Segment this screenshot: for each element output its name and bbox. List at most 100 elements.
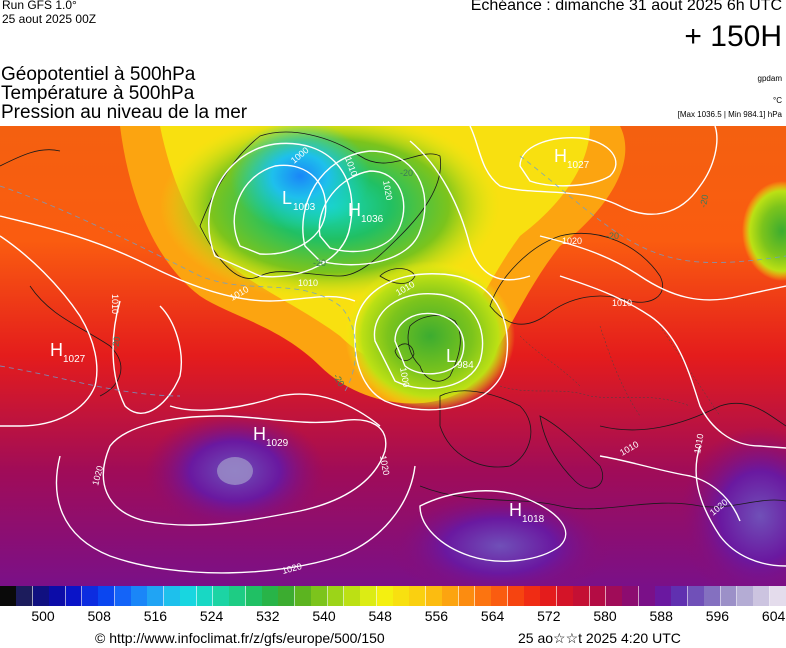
color-scale-swatch [65, 586, 83, 606]
isobar-label: 1010 [612, 298, 632, 308]
color-scale-swatch [32, 586, 50, 606]
temperature-label: -20 [606, 231, 619, 241]
color-scale-swatch [278, 586, 296, 606]
high-center-1027-west: H 1027 [50, 340, 86, 365]
color-scale-swatch [655, 586, 672, 606]
color-scale-swatch [262, 586, 279, 606]
color-scale-swatch [360, 586, 378, 606]
color-scale-swatch [556, 586, 574, 606]
isobar-label: 1020 [562, 236, 582, 246]
isobar-label: 1010 [110, 294, 120, 314]
pressure-range: [Max 1036.5 | Min 984.1] hPa [677, 110, 782, 119]
color-scale-tick: 532 [256, 608, 280, 624]
isobar-label: 1010 [298, 278, 318, 288]
cold-pool-east [742, 181, 786, 281]
weather-map: L 1003 H 1036 H 1027 H 1027 L 984 H 1029 [0, 126, 786, 586]
color-scale-swatch [589, 586, 607, 606]
color-scale-swatch [131, 586, 148, 606]
svg-text:1003: 1003 [293, 202, 316, 213]
color-scale-swatch [622, 586, 640, 606]
high-center-1036: H 1036 [348, 200, 384, 225]
low-center-1003: L 1003 [282, 188, 316, 213]
svg-text:1027: 1027 [63, 354, 86, 365]
svg-text:1029: 1029 [266, 438, 289, 449]
high-center-1029: H 1029 [253, 424, 289, 449]
color-scale-tick: 500 [31, 608, 55, 624]
color-scale-swatch [687, 586, 705, 606]
color-scale-swatch [114, 586, 132, 606]
color-scale-labels: 500 508 516 524 532 540 548 556 564 572 580 588 596 6… [0, 608, 786, 628]
color-scale-swatch [524, 586, 541, 606]
pressure-centers: L 1003 H 1036 H 1027 H 1027 L 984 H 1029 [50, 146, 590, 525]
color-scale-swatch [81, 586, 99, 606]
color-scale-swatch [327, 586, 345, 606]
color-scale-swatch [474, 586, 492, 606]
color-scale-tick: 604 [761, 608, 786, 624]
color-scale-swatch [425, 586, 443, 606]
color-scale-swatch [393, 586, 410, 606]
map-canvas: L 1003 H 1036 H 1027 H 1027 L 984 H 1029 [0, 126, 786, 586]
low-center-984: L 984 [446, 346, 474, 371]
warm-pool-east [680, 426, 786, 586]
color-scale-tick: 588 [649, 608, 673, 624]
unit-geopotential: gpdam [757, 74, 782, 83]
color-scale-swatch [769, 586, 786, 606]
svg-text:1027: 1027 [567, 160, 590, 171]
color-scale-tick: 516 [143, 608, 168, 624]
title-geopotential: Géopotentiel à 500hPa [1, 64, 196, 85]
color-scale-tick: 548 [368, 608, 392, 624]
unit-temperature: °C [773, 96, 782, 105]
color-scale-swatch [343, 586, 361, 606]
isobars [0, 126, 786, 574]
color-scale-swatch [753, 586, 771, 606]
color-scale-tick: 572 [537, 608, 561, 624]
color-scale-swatch [311, 586, 328, 606]
color-scale-swatch [491, 586, 509, 606]
color-scale-swatch [147, 586, 165, 606]
color-scale-tick: 508 [87, 608, 111, 624]
svg-text:984: 984 [457, 360, 474, 371]
color-scale-swatch [245, 586, 263, 606]
color-scale-swatch [507, 586, 525, 606]
color-scale-swatch [458, 586, 476, 606]
color-scale-swatch [212, 586, 230, 606]
color-scale-swatch [0, 586, 17, 606]
color-scale-tick: 524 [199, 608, 224, 624]
high-center-1018: H 1018 [509, 500, 545, 525]
color-scale-swatch [163, 586, 181, 606]
color-scale-tick: 556 [424, 608, 449, 624]
color-scale-swatch [409, 586, 427, 606]
color-scale-swatch [540, 586, 558, 606]
isobar-label: 1020 [381, 180, 394, 201]
color-scale-tick: 596 [705, 608, 730, 624]
color-scale-swatch [229, 586, 247, 606]
color-scale-swatch [180, 586, 197, 606]
svg-text:1036: 1036 [361, 214, 384, 225]
temperature-labels: -20 -20 -20 -20 -20 -20 [110, 168, 710, 388]
color-scale-swatch [16, 586, 34, 606]
temperature-isotherms [0, 155, 786, 397]
coastlines [0, 131, 786, 510]
color-scale-swatch [98, 586, 116, 606]
forecast-valid-time: Echéance : dimanche 31 aout 2025 6h UTC [470, 0, 782, 14]
svg-text:H: H [50, 340, 63, 360]
color-scale-tick: 580 [593, 608, 617, 624]
isobar-label: 1000 [398, 367, 411, 388]
color-scale-tick: 540 [312, 608, 336, 624]
forecast-horizon: + 150H [684, 20, 782, 53]
color-scale-swatch [294, 586, 312, 606]
isobar-label: 1020 [378, 455, 391, 476]
temperature-label: -20 [110, 336, 122, 351]
title-temperature: Température à 500hPa [1, 83, 195, 104]
svg-text:1018: 1018 [522, 514, 545, 525]
svg-text:L: L [282, 188, 292, 208]
color-scale-swatch [605, 586, 623, 606]
color-scale-swatch [442, 586, 459, 606]
color-scale-swatch [573, 586, 590, 606]
svg-text:H: H [253, 424, 266, 444]
cold-core [230, 126, 370, 231]
color-scale-swatch [49, 586, 66, 606]
run-date: 25 aout 2025 00Z [2, 12, 97, 26]
color-scale-swatch [671, 586, 689, 606]
run-label: Run GFS 1.0° [2, 0, 77, 12]
